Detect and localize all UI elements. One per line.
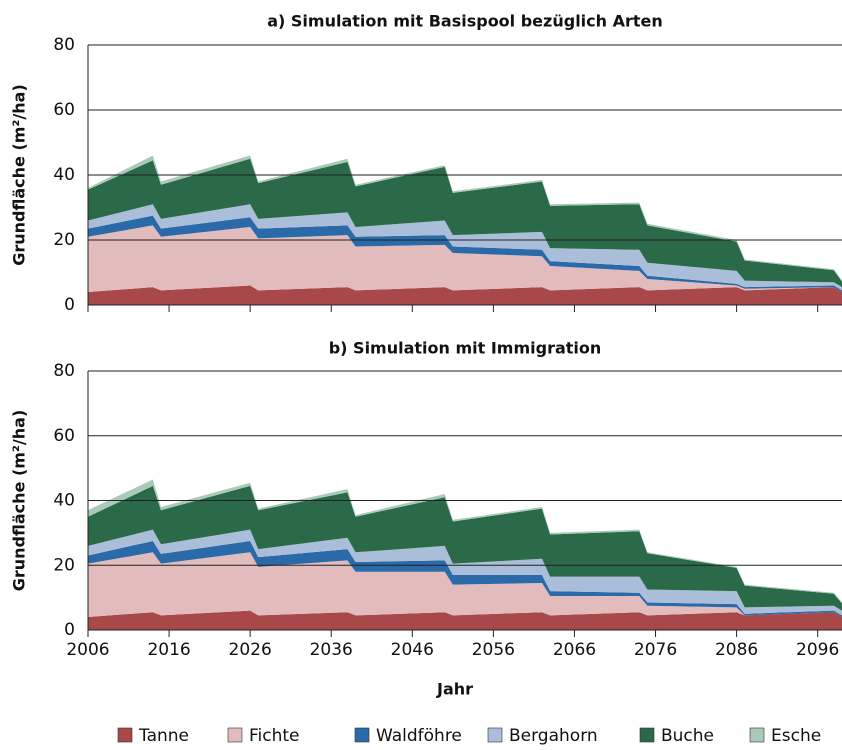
x-tick-label: 2026 <box>229 640 272 660</box>
area <box>88 204 842 291</box>
y-axis-label: Grundfläche (m²/ha) <box>10 410 29 592</box>
x-tick-label: 2006 <box>66 640 109 660</box>
area <box>88 158 842 288</box>
x-tick-label: 2036 <box>310 640 353 660</box>
y-tick-label: 20 <box>53 555 75 575</box>
y-tick-label: 80 <box>53 35 75 55</box>
legend-label: Waldföhre <box>376 726 462 746</box>
panel-title: b) Simulation mit Immigration <box>329 339 602 358</box>
panel-title: a) Simulation mit Basispool bezüglich Ar… <box>267 12 663 31</box>
legend-label: Fichte <box>249 726 300 746</box>
y-tick-label: 60 <box>53 426 75 446</box>
legend-label: Esche <box>771 726 821 746</box>
x-tick-label: 2046 <box>391 640 434 660</box>
area <box>88 529 842 616</box>
y-tick-label: 40 <box>53 491 75 511</box>
area <box>88 285 842 305</box>
y-tick-label: 20 <box>53 230 75 250</box>
x-tick-label: 2056 <box>472 640 515 660</box>
legend-swatch <box>354 727 370 743</box>
legend-swatch <box>749 727 765 743</box>
x-tick-label: 2076 <box>634 640 677 660</box>
area <box>88 552 842 618</box>
x-tick-label: 2096 <box>796 640 839 660</box>
legend-label: Buche <box>661 726 714 746</box>
legend-swatch <box>639 727 655 743</box>
legend-swatch <box>487 727 503 743</box>
y-axis-label: Grundfläche (m²/ha) <box>10 84 29 266</box>
x-tick-label: 2066 <box>553 640 596 660</box>
x-axis-label: Jahr <box>436 680 473 699</box>
x-tick-label: 2016 <box>147 640 190 660</box>
legend-label: Bergahorn <box>509 726 598 746</box>
y-tick-label: 60 <box>53 100 75 120</box>
area <box>88 225 842 292</box>
y-tick-label: 40 <box>53 165 75 185</box>
area <box>88 215 842 292</box>
legend-swatch <box>227 727 243 743</box>
legend-swatch <box>117 727 133 743</box>
y-tick-label: 0 <box>64 620 75 640</box>
legend-label: Tanne <box>138 726 189 746</box>
y-tick-label: 80 <box>53 361 75 381</box>
x-tick-label: 2086 <box>715 640 758 660</box>
area <box>88 485 842 611</box>
area <box>88 610 842 630</box>
y-tick-label: 0 <box>64 295 75 315</box>
area <box>88 540 842 618</box>
